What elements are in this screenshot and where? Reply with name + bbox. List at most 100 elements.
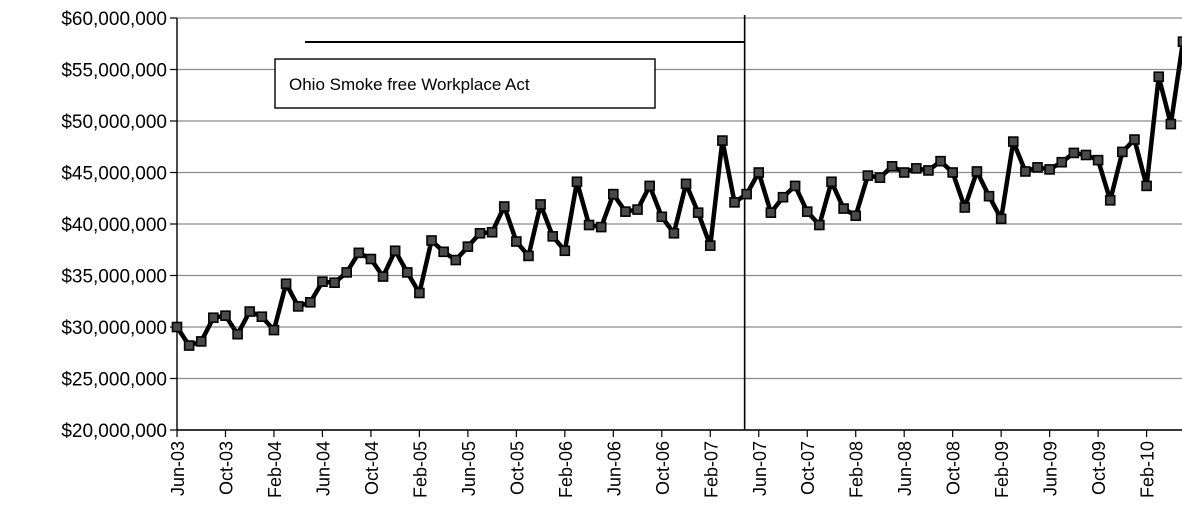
data-point (620, 206, 631, 217)
data-point (874, 172, 886, 183)
data-point (801, 206, 813, 217)
x-tick-label: Feb-06 (556, 441, 576, 498)
x-tick-label: Oct-04 (362, 441, 382, 495)
x-tick-label: Oct-09 (1089, 441, 1109, 495)
data-point (595, 221, 607, 233)
axes (176, 18, 1182, 431)
x-tick-label: Jun-05 (459, 441, 479, 496)
data-point (1129, 134, 1140, 145)
x-tick-label: Feb-04 (265, 441, 285, 498)
data-point (511, 236, 522, 247)
data-point (971, 166, 983, 177)
data-point (571, 176, 583, 188)
x-tick-label: Oct-06 (653, 441, 673, 495)
y-tick-labels: $20,000,000 $25,000,000 $30,000,000 $35,000… (61, 9, 167, 442)
annotation-text: Ohio Smoke free Workplace Act (289, 75, 530, 94)
data-point (1032, 162, 1043, 173)
y-tick-label: $50,000,000 (61, 112, 167, 133)
data-point (195, 336, 207, 347)
series-revenue (171, 36, 1182, 351)
data-point (1141, 180, 1152, 192)
data-point (523, 250, 534, 262)
data-point (183, 340, 195, 351)
data-point (1056, 156, 1068, 168)
data-point (886, 161, 898, 172)
x-tick-label: Jun-09 (1041, 441, 1061, 496)
data-point (862, 170, 874, 181)
y-tick-label: $45,000,000 (61, 164, 167, 185)
data-point (838, 203, 849, 214)
data-point (923, 165, 934, 176)
data-point (486, 226, 498, 238)
data-point (450, 254, 462, 266)
data-point (1068, 147, 1080, 159)
data-point (377, 271, 389, 282)
y-tick-label: $20,000,000 (61, 421, 167, 442)
data-point (232, 328, 243, 340)
data-point (947, 167, 958, 178)
data-point (559, 245, 571, 257)
data-point (1177, 36, 1182, 47)
y-tick-label: $25,000,000 (61, 370, 167, 391)
data-point (765, 207, 777, 218)
data-point (608, 188, 619, 200)
data-point (911, 163, 922, 174)
data-point (789, 180, 801, 192)
data-point (256, 311, 268, 323)
y-tick-label: $30,000,000 (61, 318, 167, 339)
x-tick-label: Jun-07 (750, 441, 770, 496)
data-point (850, 210, 862, 222)
data-point (898, 167, 910, 178)
y-tick-label: $35,000,000 (61, 267, 167, 288)
data-point (959, 202, 971, 213)
data-point (401, 267, 413, 278)
data-point (583, 219, 595, 231)
data-point (1092, 154, 1104, 166)
data-point (414, 287, 425, 299)
data-point (535, 199, 546, 210)
data-point (462, 241, 474, 252)
data-point (644, 180, 655, 192)
data-point (814, 219, 825, 231)
data-point (1104, 195, 1116, 206)
data-point (317, 276, 328, 287)
x-tick-label: Oct-07 (798, 441, 818, 495)
data-point (741, 188, 752, 200)
data-point (1165, 118, 1177, 130)
data-point (935, 155, 946, 167)
x-tick-label: Feb-08 (847, 441, 867, 498)
x-tick-label: Oct-05 (507, 441, 527, 495)
x-tick-label: Jun-08 (895, 441, 915, 496)
data-point (244, 306, 256, 317)
x-tick-label: Feb-10 (1138, 441, 1158, 498)
data-point (329, 277, 340, 289)
data-point (692, 207, 704, 218)
data-point (632, 204, 643, 215)
annotation-box (274, 58, 656, 109)
data-point (365, 253, 377, 265)
data-point (280, 278, 292, 290)
y-tick-label: $40,000,000 (61, 215, 167, 236)
y-tick-label: $60,000,000 (61, 9, 167, 30)
data-point (341, 267, 352, 278)
data-point (292, 301, 304, 312)
data-point (353, 247, 365, 259)
data-point (704, 240, 716, 251)
data-point (1020, 166, 1031, 177)
data-point (305, 296, 316, 308)
data-point (389, 245, 401, 257)
data-point (474, 227, 486, 239)
data-point (498, 201, 510, 212)
data-point (995, 213, 1007, 225)
data-point (826, 176, 837, 188)
data-point (680, 178, 692, 190)
annotation: Ohio Smoke free Workplace Act (274, 15, 746, 430)
x-tick-label: Jun-04 (313, 441, 333, 496)
data-point (717, 135, 728, 146)
data-point (547, 231, 559, 242)
data-point (983, 190, 995, 202)
x-tick-label: Jun-03 (168, 441, 188, 496)
x-tick-label: Jun-06 (604, 441, 624, 496)
